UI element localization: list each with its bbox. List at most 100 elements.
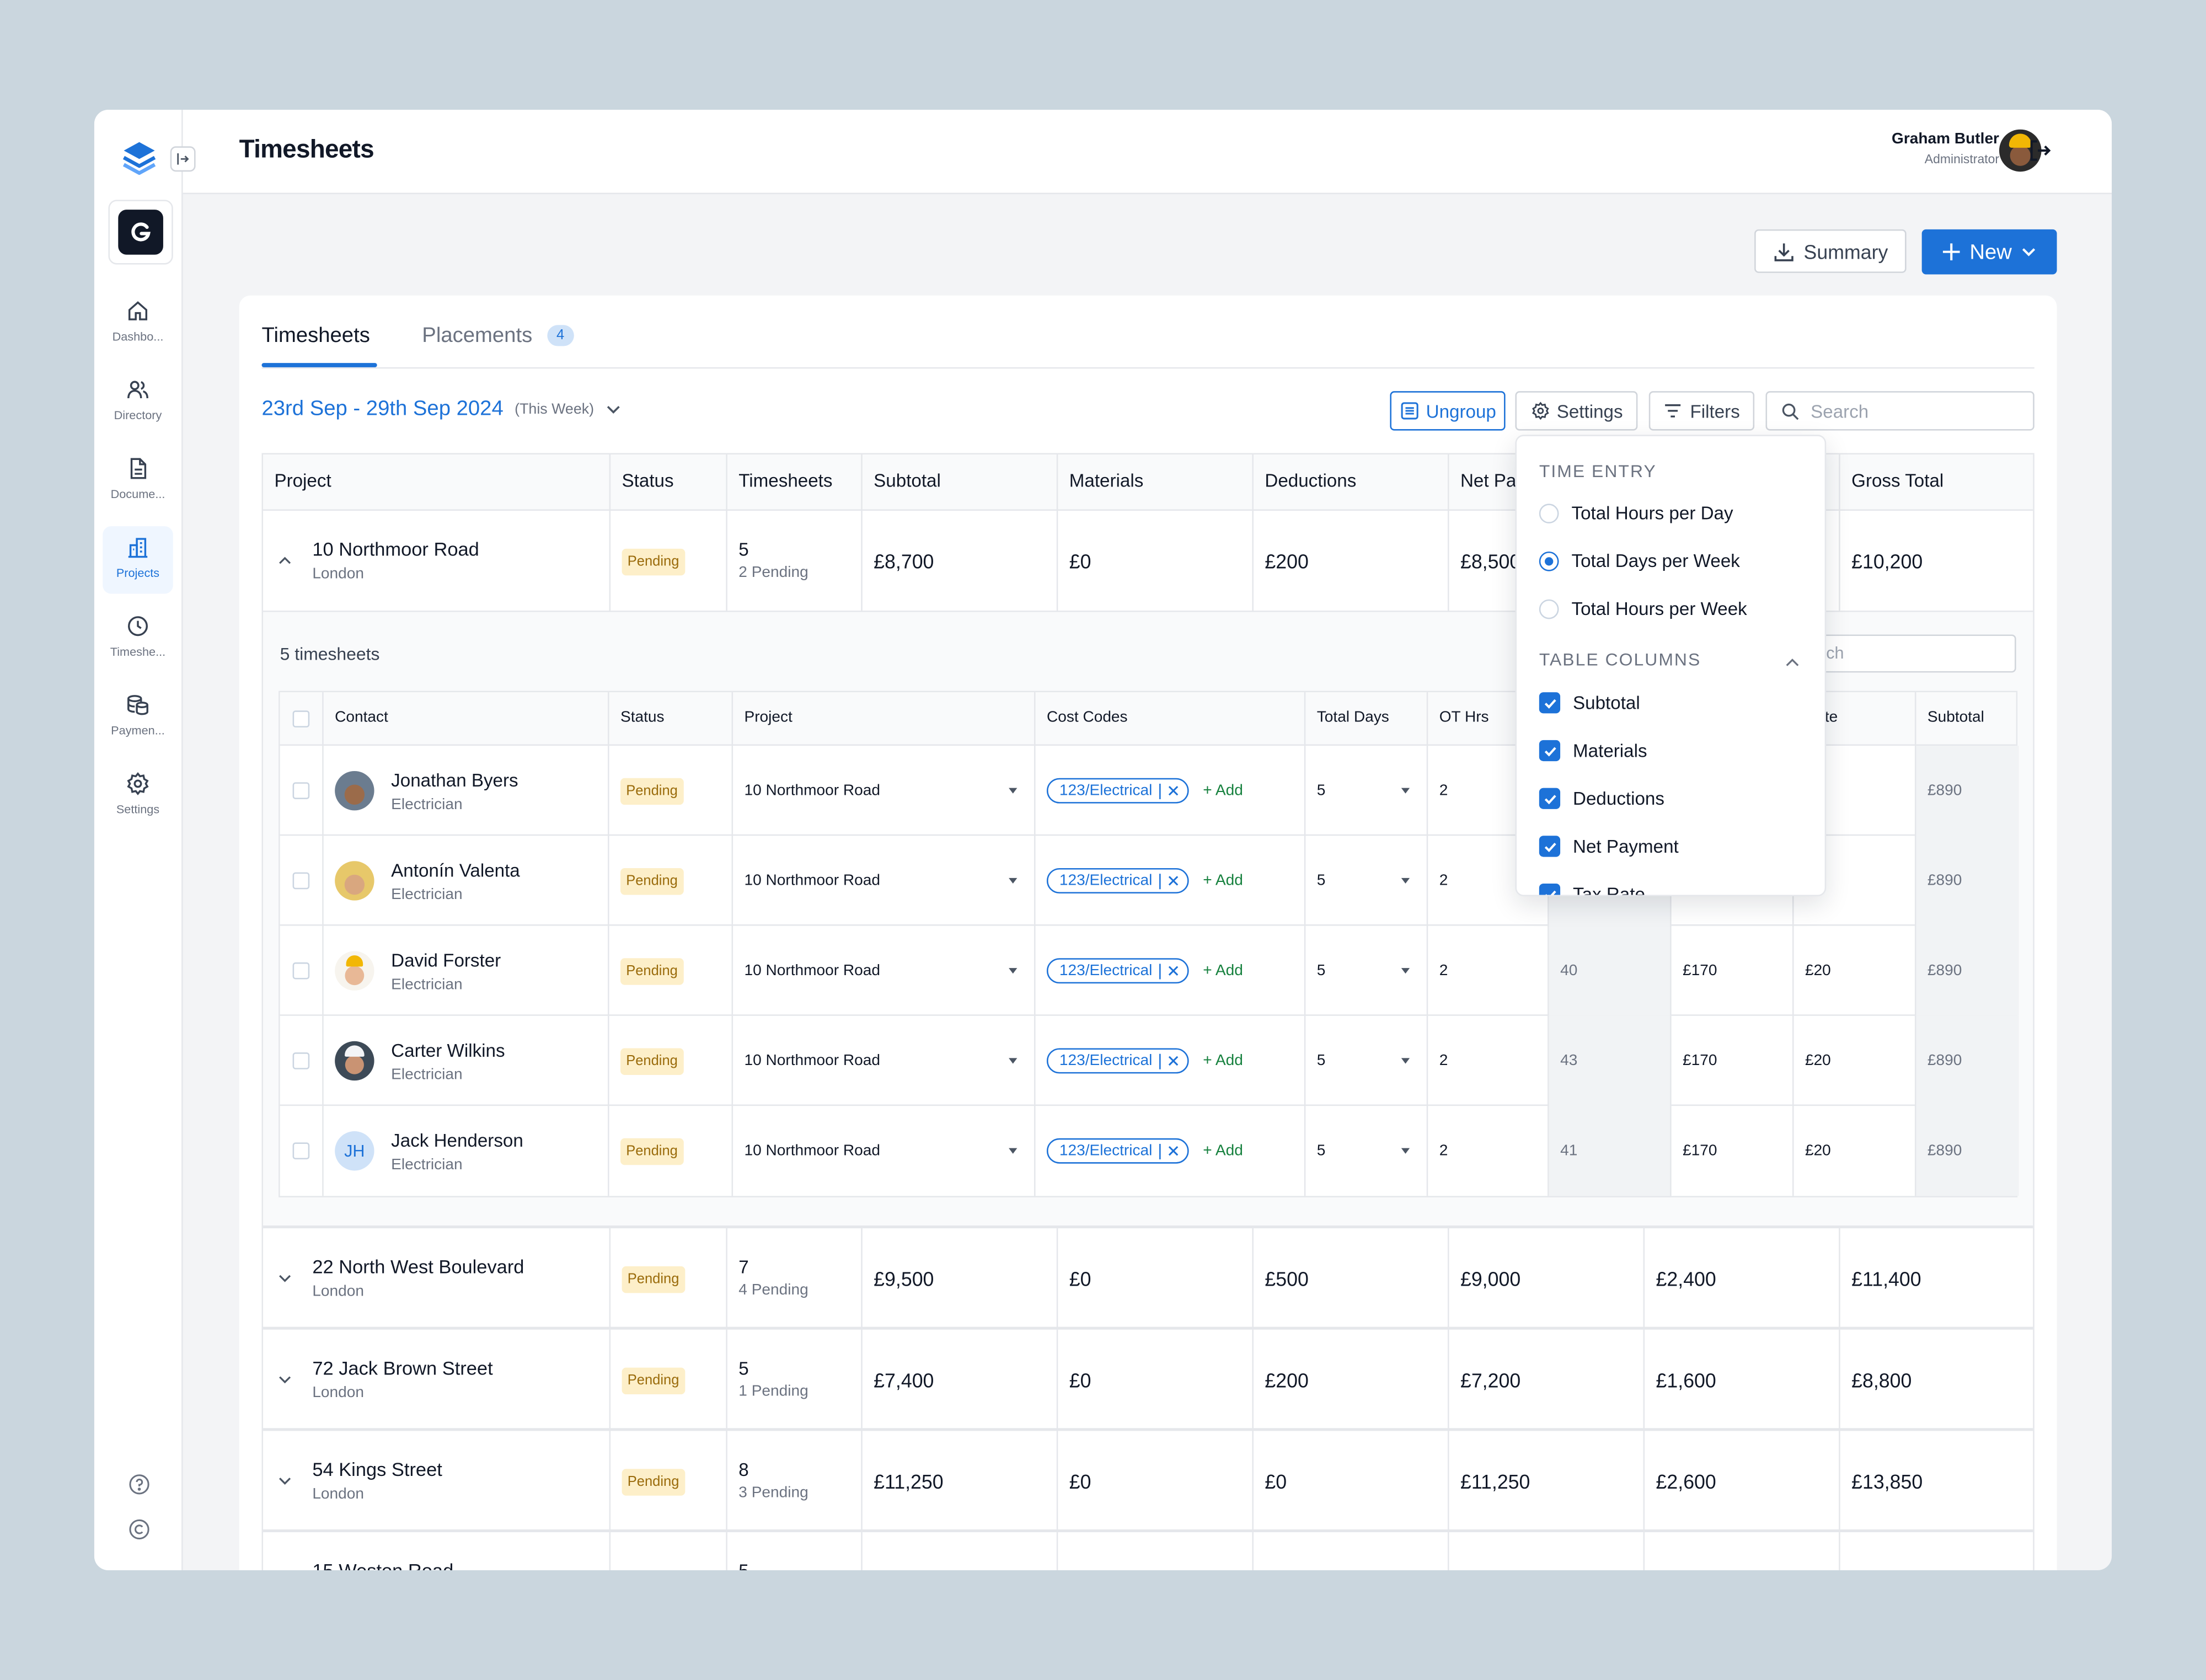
add-cost-code-button[interactable]: + Add — [1203, 1052, 1243, 1069]
add-cost-code-button[interactable]: + Add — [1203, 872, 1243, 890]
column-header-project[interactable]: Project — [733, 692, 1036, 746]
sidebar-item-projects[interactable]: Projects — [103, 526, 173, 594]
cost-code-chip[interactable]: 123/Electrical — [1046, 868, 1189, 893]
column-header-tax[interactable] — [1645, 454, 1840, 511]
chevron-down-icon[interactable] — [277, 1372, 293, 1387]
column-header-cost-codes[interactable]: Cost Codes — [1036, 692, 1306, 746]
cost-code-chip[interactable]: 123/Electrical — [1046, 958, 1189, 984]
chevron-down-icon[interactable] — [277, 1473, 293, 1489]
checkbox-checked[interactable] — [1539, 836, 1561, 857]
sidebar-item-payments[interactable]: Paymen... — [103, 684, 173, 751]
radio-button[interactable] — [1539, 598, 1559, 619]
app-logo-icon[interactable] — [120, 138, 159, 177]
row-checkbox[interactable] — [292, 782, 310, 799]
project-select[interactable]: 10 Northmoor Road — [733, 836, 1036, 926]
summary-button[interactable]: Summary — [1754, 229, 1907, 273]
column-header-status[interactable]: Status — [609, 692, 733, 746]
tab-timesheets[interactable]: Timesheets — [261, 324, 370, 347]
table-row[interactable]: 72 Jack Brown Street London Pending 5 1 … — [263, 1329, 2033, 1431]
checkbox-checked[interactable] — [1539, 788, 1561, 809]
add-cost-code-button[interactable]: + Add — [1203, 1142, 1243, 1160]
column-toggle-subtotal[interactable]: Subtotal — [1539, 692, 1640, 714]
total-days-select[interactable]: 5 — [1305, 1015, 1428, 1106]
sidebar-collapse-button[interactable] — [170, 146, 196, 172]
radio-button[interactable] — [1539, 550, 1559, 571]
column-toggle-tax-rate[interactable]: Tax Rate — [1539, 884, 1645, 895]
new-button[interactable]: New — [1921, 229, 2057, 275]
time-entry-option-hours-per-day[interactable]: Total Hours per Day — [1539, 502, 1733, 523]
sidebar-item-dashboard[interactable]: Dashbo... — [103, 290, 173, 357]
total-days-select[interactable]: 5 — [1305, 746, 1428, 836]
column-header-total-days[interactable]: Total Days — [1305, 692, 1428, 746]
close-icon[interactable] — [1168, 965, 1179, 976]
ot-hrs-cell[interactable]: 2 — [1428, 1015, 1549, 1106]
column-header-status[interactable]: Status — [611, 454, 727, 511]
project-select[interactable]: 10 Northmoor Road — [733, 746, 1036, 836]
close-icon[interactable] — [1168, 1055, 1179, 1066]
checkbox-checked[interactable] — [1539, 884, 1561, 895]
sidebar-item-documents[interactable]: Docume... — [103, 447, 173, 515]
search-input[interactable]: Search — [1765, 391, 2034, 431]
column-header-materials[interactable]: Materials — [1058, 454, 1254, 511]
avatar[interactable] — [1999, 129, 2042, 172]
table-row[interactable]: JH Jack Henderson Electrician Pending 10 … — [280, 1106, 2019, 1196]
table-row[interactable]: David Forster Electrician Pending 10 Nort… — [280, 925, 2019, 1016]
table-row[interactable]: Carter Wilkins Electrician Pending 10 Nor… — [280, 1015, 2019, 1106]
close-icon[interactable] — [1168, 1146, 1179, 1157]
time-entry-option-hours-per-week[interactable]: Total Hours per Week — [1539, 598, 1747, 619]
table-row[interactable]: 22 North West Boulevard London Pending 7… — [263, 1228, 2033, 1330]
settings-button[interactable]: Settings — [1515, 391, 1638, 431]
close-icon[interactable] — [1168, 875, 1179, 886]
sidebar-item-directory[interactable]: Directory — [103, 368, 173, 436]
user-info[interactable]: Graham Butler Administrator — [1892, 131, 1999, 166]
filters-button[interactable]: Filters — [1648, 391, 1755, 431]
project-select[interactable]: 10 Northmoor Road — [733, 1015, 1036, 1106]
column-toggle-net-payment[interactable]: Net Payment — [1539, 836, 1679, 857]
cost-code-chip[interactable]: 123/Electrical — [1046, 778, 1189, 804]
copyright-icon[interactable] — [128, 1518, 151, 1541]
table-row[interactable]: 54 Kings Street London Pending 8 3 Pendi… — [263, 1431, 2033, 1533]
total-days-select[interactable]: 5 — [1305, 1106, 1428, 1196]
timesheet-search-input[interactable]: rch — [1811, 634, 2016, 673]
time-entry-option-days-per-week[interactable]: Total Days per Week — [1539, 550, 1740, 571]
project-select[interactable]: 10 Northmoor Road — [733, 1106, 1036, 1196]
sidebar-item-settings[interactable]: Settings — [103, 763, 173, 830]
row-checkbox[interactable] — [292, 1052, 310, 1069]
checkbox-checked[interactable] — [1539, 740, 1561, 762]
row-checkbox[interactable] — [292, 1142, 310, 1160]
total-days-select[interactable]: 5 — [1305, 925, 1428, 1016]
column-header-contact[interactable]: Contact — [324, 692, 609, 746]
date-range-picker[interactable]: 23rd Sep - 29th Sep 2024 (This Week) — [261, 397, 622, 421]
chevron-up-icon[interactable] — [277, 553, 293, 569]
ungroup-button[interactable]: Ungroup — [1390, 391, 1506, 431]
column-header-subtotal[interactable]: Subtotal — [1927, 709, 1984, 726]
logout-icon[interactable] — [2027, 138, 2053, 163]
column-toggle-materials[interactable]: Materials — [1539, 740, 1647, 762]
close-icon[interactable] — [1168, 785, 1179, 796]
checkbox-checked[interactable] — [1539, 692, 1561, 714]
ot-hrs-cell[interactable]: 2 — [1428, 925, 1549, 1016]
project-select[interactable]: 10 Northmoor Road — [733, 925, 1036, 1016]
row-checkbox[interactable] — [292, 962, 310, 980]
select-all-checkbox[interactable] — [292, 710, 310, 727]
add-cost-code-button[interactable]: + Add — [1203, 782, 1243, 799]
cost-code-chip[interactable]: 123/Electrical — [1046, 1048, 1189, 1074]
tab-placements[interactable]: Placements 4 — [422, 324, 575, 347]
table-row[interactable]: 10 Northmoor Road London Pending 5 2 Pen… — [263, 511, 2033, 612]
table-row[interactable]: 15 Weston Road . 5 — [263, 1532, 2033, 1570]
ot-hrs-cell[interactable]: 2 — [1428, 1106, 1549, 1196]
total-days-select[interactable]: 5 — [1305, 836, 1428, 926]
chevron-up-icon[interactable] — [1784, 654, 1801, 671]
column-header-deductions[interactable]: Deductions — [1254, 454, 1449, 511]
column-header-project[interactable]: Project — [263, 454, 611, 511]
cost-code-chip[interactable]: 123/Electrical — [1046, 1138, 1189, 1164]
table-row[interactable]: Antonín Valenta Electrician Pending 10 No… — [280, 836, 2019, 926]
workspace-switcher[interactable] — [108, 200, 173, 265]
sidebar-item-timesheets[interactable]: Timeshe... — [103, 605, 173, 672]
column-header-timesheets[interactable]: Timesheets — [727, 454, 863, 511]
radio-button[interactable] — [1539, 502, 1559, 523]
column-header-gross-total[interactable]: Gross Total — [1851, 470, 1944, 491]
column-toggle-deductions[interactable]: Deductions — [1539, 788, 1664, 809]
row-checkbox[interactable] — [292, 872, 310, 890]
chevron-down-icon[interactable] — [277, 1271, 293, 1286]
